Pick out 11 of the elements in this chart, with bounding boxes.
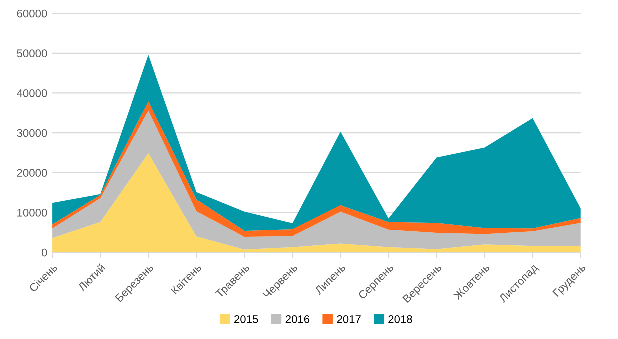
legend-label: 2015: [234, 315, 258, 324]
y-tick-label: 60000: [17, 10, 48, 18]
y-tick-label: 30000: [17, 129, 48, 138]
legend-label: 2016: [286, 315, 310, 324]
y-tick-label: 40000: [17, 89, 48, 98]
legend-label: 2017: [337, 315, 361, 324]
y-tick-label: 0: [42, 248, 48, 257]
y-tick-label: 10000: [18, 208, 48, 217]
legend-label: 2018: [388, 315, 412, 324]
y-tick-label: 50000: [17, 50, 48, 58]
y-tick-label: 20000: [17, 169, 48, 178]
